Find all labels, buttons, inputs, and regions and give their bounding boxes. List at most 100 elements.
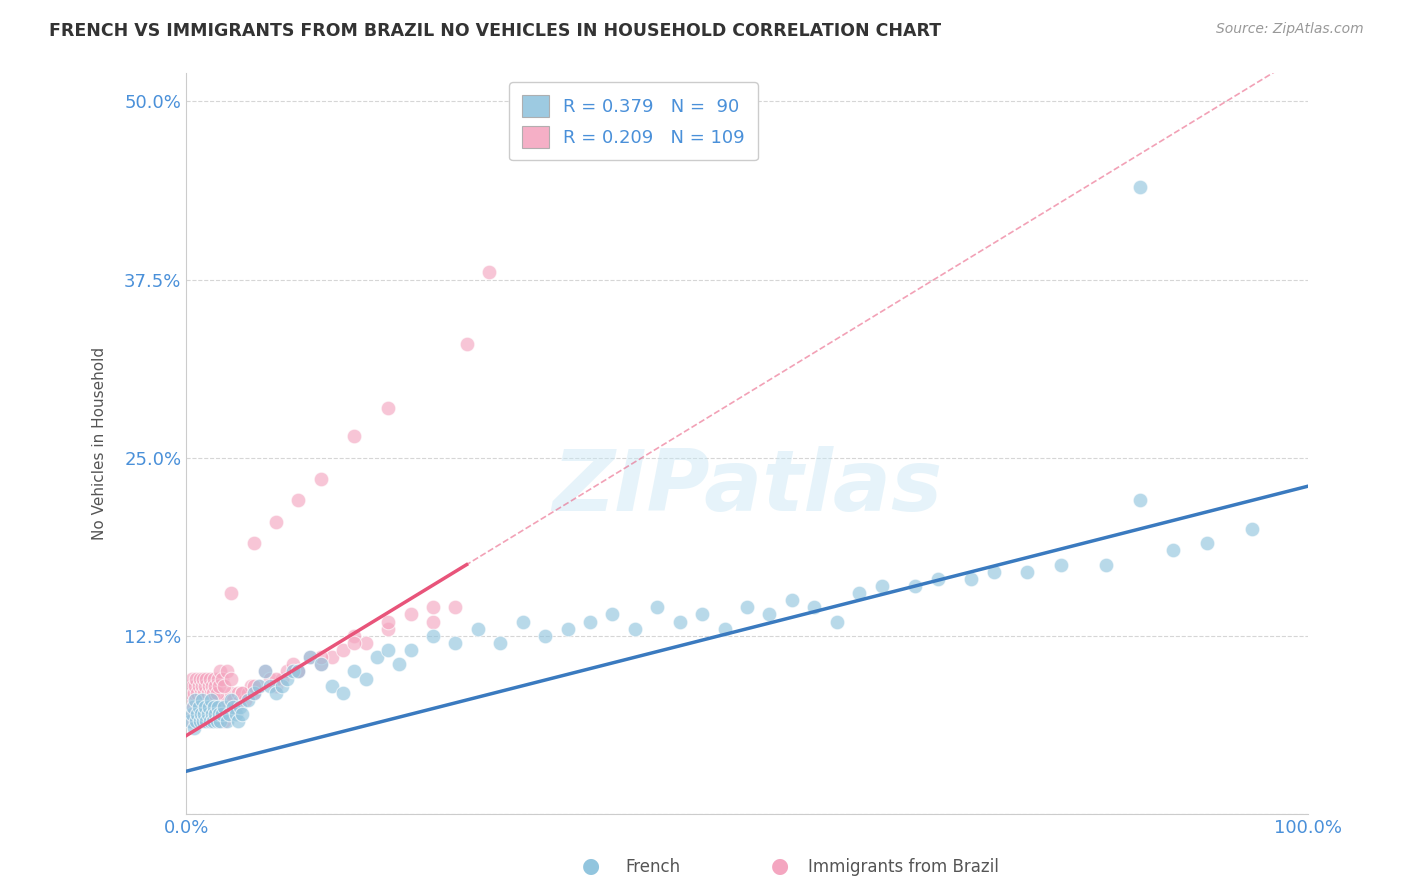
Point	[1095, 558, 1118, 572]
Point	[183, 722, 205, 736]
Point	[231, 707, 253, 722]
Point	[1240, 522, 1263, 536]
Point	[225, 707, 247, 722]
Point	[343, 429, 366, 443]
Point	[197, 700, 219, 714]
Point	[201, 707, 224, 722]
Point	[208, 679, 231, 693]
Point	[214, 714, 236, 729]
Point	[444, 600, 467, 615]
Point	[219, 686, 242, 700]
Point	[187, 700, 209, 714]
Point	[253, 665, 276, 679]
Point	[242, 686, 264, 700]
Point	[184, 693, 207, 707]
Point	[226, 686, 249, 700]
Point	[186, 693, 208, 707]
Point	[202, 714, 225, 729]
Point	[205, 714, 228, 729]
Point	[202, 672, 225, 686]
Point	[233, 693, 256, 707]
Point	[197, 707, 219, 722]
Point	[191, 714, 214, 729]
Point	[332, 643, 354, 657]
Point	[231, 686, 253, 700]
Point	[191, 707, 214, 722]
Point	[198, 693, 221, 707]
Point	[197, 707, 219, 722]
Point	[236, 693, 259, 707]
Point	[186, 714, 208, 729]
Point	[298, 650, 321, 665]
Text: French: French	[626, 858, 681, 876]
Point	[191, 672, 214, 686]
Point	[198, 714, 221, 729]
Point	[202, 700, 225, 714]
Point	[343, 665, 366, 679]
Point	[377, 615, 399, 629]
Point	[377, 622, 399, 636]
Point	[195, 700, 218, 714]
Point	[191, 693, 214, 707]
Point	[188, 672, 211, 686]
Point	[512, 615, 534, 629]
Point	[270, 672, 292, 686]
Text: ●: ●	[772, 856, 789, 876]
Point	[211, 672, 233, 686]
Point	[225, 700, 247, 714]
Point	[194, 700, 217, 714]
Point	[215, 693, 238, 707]
Point	[222, 700, 245, 714]
Point	[388, 657, 411, 672]
Point	[1128, 180, 1150, 194]
Point	[247, 679, 270, 693]
Point	[287, 665, 309, 679]
Point	[321, 679, 343, 693]
Point	[205, 707, 228, 722]
Point	[259, 679, 281, 693]
Point	[180, 686, 202, 700]
Point	[201, 707, 224, 722]
Point	[309, 657, 332, 672]
Point	[366, 650, 388, 665]
Point	[187, 707, 209, 722]
Point	[713, 622, 735, 636]
Point	[193, 714, 215, 729]
Text: ●: ●	[582, 856, 599, 876]
Point	[229, 693, 252, 707]
Point	[180, 672, 202, 686]
Point	[197, 679, 219, 693]
Point	[218, 700, 240, 714]
Point	[186, 672, 208, 686]
Point	[219, 586, 242, 600]
Point	[195, 714, 218, 729]
Point	[803, 600, 825, 615]
Point	[186, 686, 208, 700]
Point	[208, 693, 231, 707]
Point	[399, 643, 422, 657]
Point	[309, 650, 332, 665]
Point	[287, 665, 309, 679]
Point	[377, 401, 399, 415]
Point	[624, 622, 647, 636]
Point	[242, 679, 264, 693]
Point	[422, 629, 444, 643]
Point	[202, 714, 225, 729]
Point	[200, 700, 222, 714]
Point	[343, 636, 366, 650]
Point	[211, 707, 233, 722]
Point	[983, 565, 1005, 579]
Point	[780, 593, 803, 607]
Point	[201, 679, 224, 693]
Text: Source: ZipAtlas.com: Source: ZipAtlas.com	[1216, 22, 1364, 37]
Point	[309, 657, 332, 672]
Point	[207, 700, 229, 714]
Point	[422, 600, 444, 615]
Point	[848, 586, 870, 600]
Point	[191, 700, 214, 714]
Text: ZIPatlas: ZIPatlas	[553, 447, 942, 530]
Point	[231, 686, 253, 700]
Point	[218, 707, 240, 722]
Point	[354, 672, 377, 686]
Point	[184, 714, 207, 729]
